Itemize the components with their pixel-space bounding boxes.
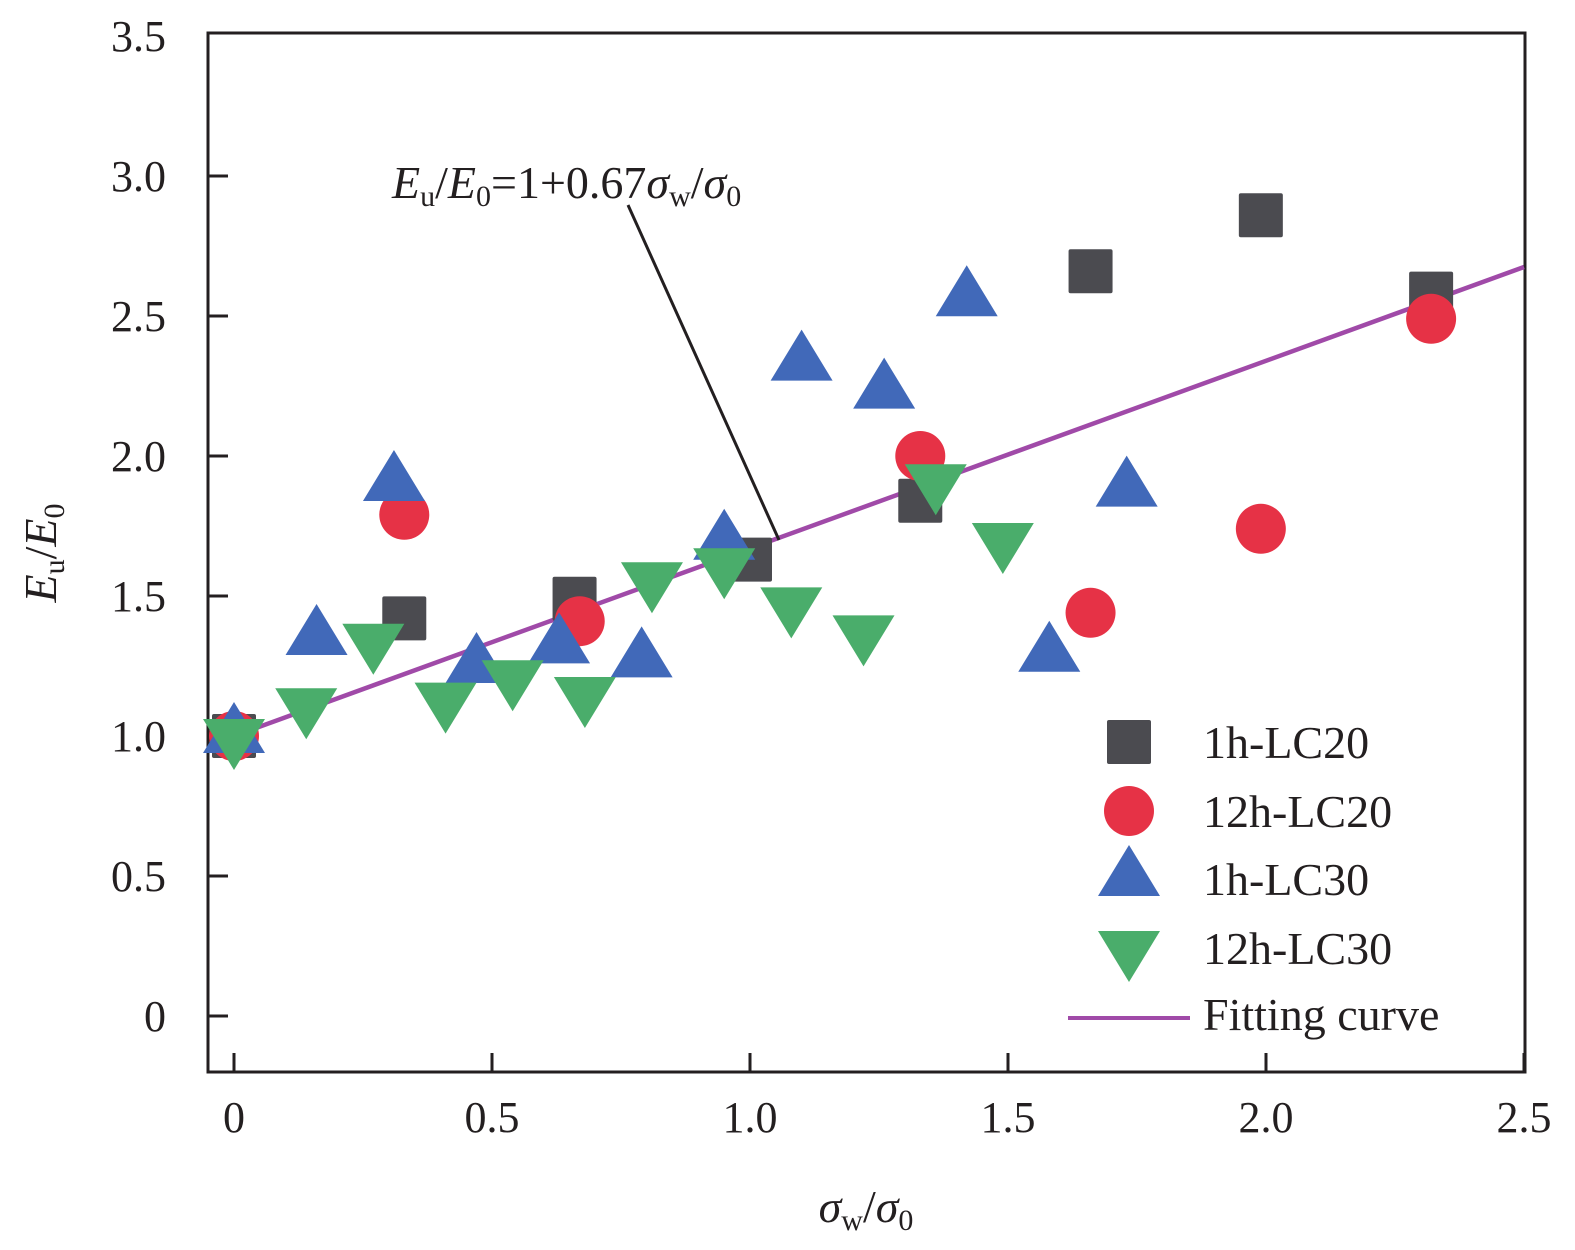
y-axis-ticks: 0 0.5 1.0 1.5 2.0 2.5 3.0 3.5 <box>111 12 228 1041</box>
series-12h-lc30 <box>203 464 1034 770</box>
data-point <box>362 450 425 501</box>
data-point <box>620 562 683 614</box>
data-point <box>528 612 591 664</box>
legend-marker-triangle-down <box>1098 931 1160 982</box>
data-point <box>553 677 616 728</box>
y-tick-label: 2.5 <box>111 292 166 341</box>
x-title-sub-w: w <box>841 1204 863 1237</box>
anno-sub-0: 0 <box>476 180 491 213</box>
y-tick-label: 0 <box>144 992 166 1041</box>
y-title-sub-u: u <box>38 559 71 574</box>
legend-marker-circle <box>1104 786 1154 836</box>
x-axis-ticks: 0 0.5 1.0 1.5 2.0 2.5 <box>223 1053 1552 1142</box>
y-title-E: E <box>15 574 66 603</box>
fit-layer <box>233 264 1525 739</box>
anno-sub-u: u <box>420 180 435 213</box>
data-point <box>203 719 265 770</box>
legend-label: Fitting curve <box>1203 989 1439 1040</box>
legend-marker-triangle-up <box>1098 845 1160 896</box>
y-tick-label: 2.0 <box>111 432 166 481</box>
y-tick-label: 0.5 <box>111 852 166 901</box>
x-tick-label: 2.0 <box>1239 1093 1294 1142</box>
data-point <box>379 489 430 540</box>
annotation-leader-line <box>626 204 781 541</box>
legend-label: 1h-LC20 <box>1203 717 1369 768</box>
legend-marker-square <box>1107 720 1151 764</box>
data-point <box>770 329 833 381</box>
data-point <box>610 626 673 678</box>
data-point <box>1018 620 1081 672</box>
plot-area: 0 0.5 1.0 1.5 2.0 2.5 00.51.01.52.02.53.03.5 … <box>111 12 1552 1142</box>
y-tick-label: 1.5 <box>111 572 166 621</box>
x-axis-title: σw/σ0 <box>819 1181 914 1237</box>
anno-sigma-0: σ <box>704 157 729 208</box>
y-title-slash: / <box>15 546 66 559</box>
data-point <box>971 523 1034 574</box>
data-point <box>693 548 756 600</box>
anno-sub-w: w <box>669 180 691 213</box>
x-title-sub-0: 0 <box>898 1204 913 1237</box>
data-point <box>1068 249 1113 294</box>
series-12h-lc20 <box>209 293 1457 761</box>
legend-label: 12h-LC20 <box>1203 786 1392 837</box>
x-tick-label: 0.5 <box>465 1093 520 1142</box>
data-point <box>414 682 477 734</box>
data-point <box>1065 587 1116 638</box>
x-tick-label: 2.5 <box>1497 1093 1552 1142</box>
data-point <box>1406 293 1457 344</box>
x-tick-label: 1.0 <box>723 1093 778 1142</box>
anno-E-u: E <box>391 157 420 208</box>
fitting-curve-line <box>233 264 1525 739</box>
anno-rhs: =1+0.67 <box>491 157 646 208</box>
y-tick-label: 3.0 <box>111 152 166 201</box>
anno-slash2: / <box>691 157 704 208</box>
y-title-E0: E <box>15 519 66 548</box>
data-point <box>1235 503 1286 554</box>
y-tick-label: 3.5 <box>111 12 166 61</box>
legend: 1h-LC20 12h-LC20 1h-LC30 12h-LC30 Fitting cu… <box>1068 717 1439 1040</box>
annotation-layer: Eu/E0=1+0.67σw/σ0 <box>391 157 781 541</box>
y-tick-label: 1.0 <box>111 712 166 761</box>
data-marks <box>203 193 1457 770</box>
x-title-sigma0: σ <box>876 1181 901 1232</box>
legend-label: 12h-LC30 <box>1203 923 1392 974</box>
data-point <box>760 587 823 639</box>
x-title-sigma: σ <box>819 1181 844 1232</box>
data-point <box>832 615 895 667</box>
x-tick-label: 1.5 <box>981 1093 1036 1142</box>
anno-sub-0b: 0 <box>726 180 741 213</box>
plot-frame <box>206 31 1527 1074</box>
data-point <box>481 660 544 712</box>
anno-E-0: E <box>447 157 476 208</box>
legend-label: 1h-LC30 <box>1203 854 1369 905</box>
data-point <box>285 604 348 655</box>
x-tick-label: 0 <box>223 1093 245 1142</box>
anno-sigma-w: σ <box>646 157 671 208</box>
data-point <box>1238 193 1283 238</box>
data-point <box>904 464 967 516</box>
data-point <box>275 688 338 740</box>
annotation-equation: Eu/E0=1+0.67σw/σ0 <box>391 157 741 213</box>
y-axis-title: Eu/E0 <box>15 504 71 604</box>
series-1h-lc30 <box>203 265 1158 753</box>
data-point <box>853 357 916 409</box>
data-point <box>693 508 756 560</box>
y-title-sub-0: 0 <box>38 504 71 519</box>
anno-slash: / <box>435 157 448 208</box>
data-point <box>1095 455 1158 507</box>
data-point <box>935 265 998 317</box>
data-point <box>342 623 405 675</box>
x-title-slash: / <box>863 1181 876 1232</box>
